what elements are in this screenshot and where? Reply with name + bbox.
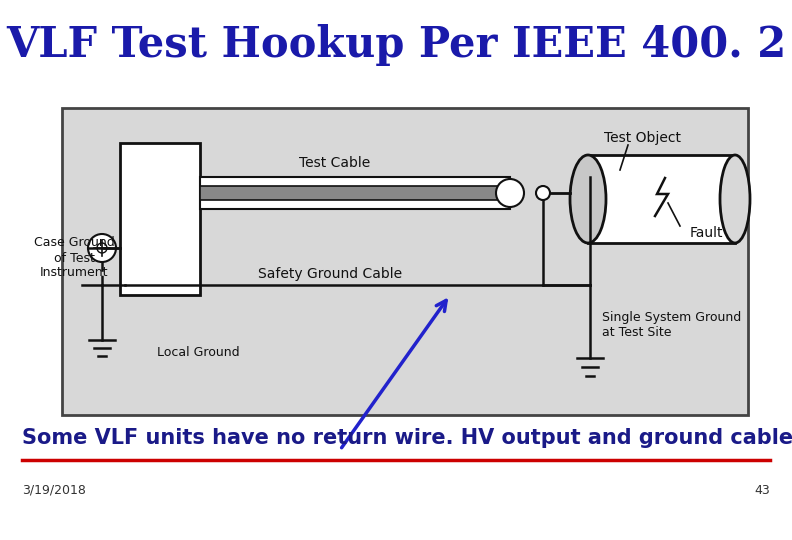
Text: Single System Ground
at Test Site: Single System Ground at Test Site (602, 311, 741, 339)
Circle shape (536, 186, 550, 200)
Text: Fault: Fault (690, 226, 724, 240)
Text: Local Ground: Local Ground (157, 346, 240, 359)
Text: Test Object: Test Object (604, 131, 681, 145)
Text: Safety Ground Cable: Safety Ground Cable (258, 267, 402, 281)
Text: VLF Test Hookup Per IEEE 400. 2: VLF Test Hookup Per IEEE 400. 2 (6, 24, 786, 66)
Circle shape (97, 243, 107, 253)
Text: Test Cable: Test Cable (299, 156, 371, 170)
Text: Case Ground
of Test
Instrument: Case Ground of Test Instrument (33, 237, 114, 280)
Bar (62, 108, 748, 415)
Text: 3/19/2018: 3/19/2018 (22, 483, 86, 496)
Ellipse shape (570, 155, 606, 243)
Circle shape (496, 179, 524, 207)
Bar (200, 177, 510, 209)
Bar (120, 143, 200, 295)
Bar (200, 186, 510, 200)
Ellipse shape (720, 155, 750, 243)
Circle shape (88, 234, 116, 262)
Text: Some VLF units have no return wire. HV output and ground cables only.: Some VLF units have no return wire. HV o… (22, 428, 792, 448)
Bar (588, 155, 735, 243)
Text: 43: 43 (754, 483, 770, 496)
